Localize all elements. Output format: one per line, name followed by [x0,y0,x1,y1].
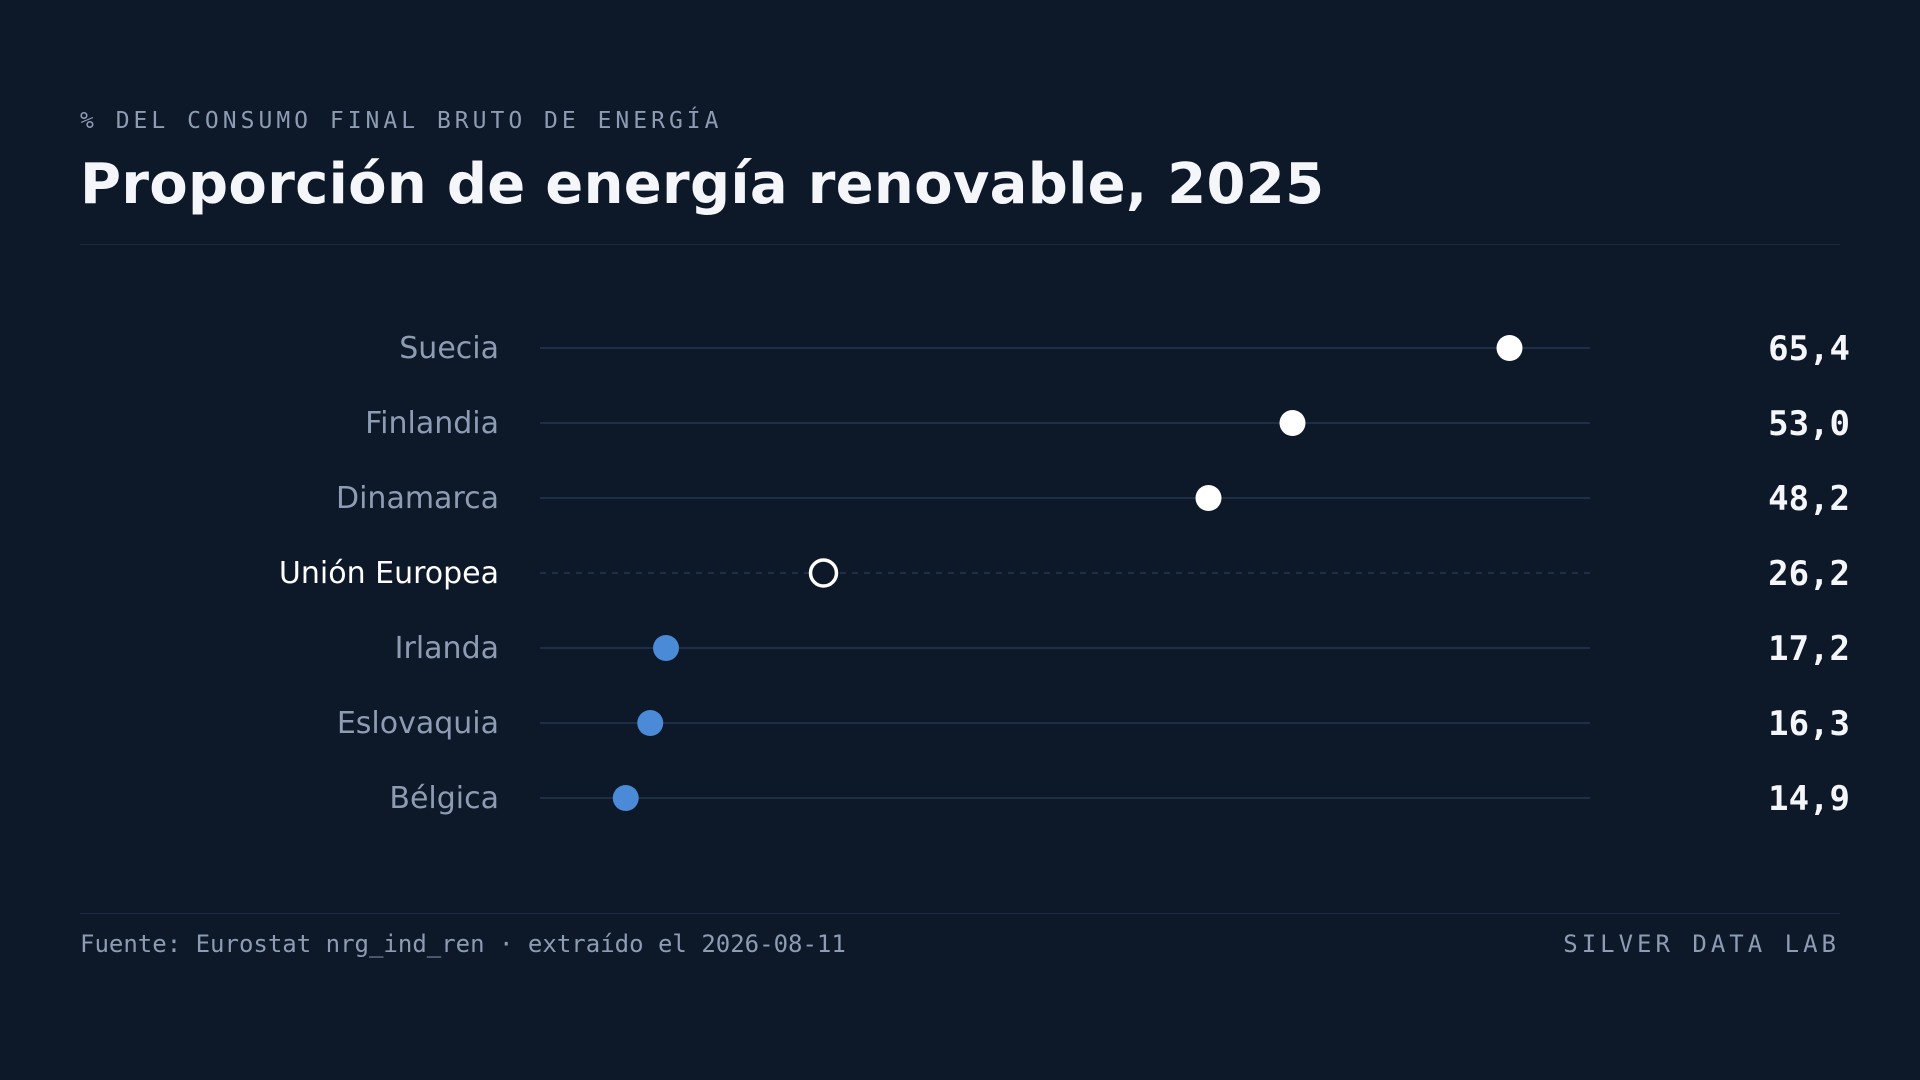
category-label-union-europea: Unión Europea [279,556,499,591]
dot-finlandia [1279,410,1306,436]
header-divider [80,244,1840,245]
value-label-irlanda: 17,2 [1768,629,1850,669]
chart-title: Proporción de energía renovable, 2025 [80,152,1325,217]
dot-irlanda [653,635,679,661]
value-label-belgica: 14,9 [1768,779,1850,819]
value-label-suecia: 65,4 [1768,329,1850,369]
dot-suecia [1496,335,1523,361]
value-label-dinamarca: 48,2 [1768,479,1850,519]
footer-divider [80,913,1840,914]
dot-dinamarca [1195,485,1222,511]
category-label-eslovaquia: Eslovaquia [337,706,499,741]
dot-eslovaquia [637,710,664,736]
brand-label: SILVER DATA LAB [1563,930,1840,958]
value-label-finlandia: 53,0 [1768,404,1850,444]
category-label-dinamarca: Dinamarca [336,481,499,516]
value-label-union-europea: 26,2 [1768,554,1850,594]
category-label-belgica: Bélgica [389,781,499,816]
category-label-irlanda: Irlanda [395,631,499,666]
category-label-suecia: Suecia [399,331,499,366]
category-label-finlandia: Finlandia [365,406,499,441]
dot-union-europea [808,558,839,588]
dot-belgica [612,785,639,811]
chart-subtitle: % DEL CONSUMO FINAL BRUTO DE ENERGÍA [80,108,723,134]
value-label-eslovaquia: 16,3 [1768,704,1850,744]
source-note: Fuente: Eurostat nrg_ind_ren · extraído … [80,930,846,958]
